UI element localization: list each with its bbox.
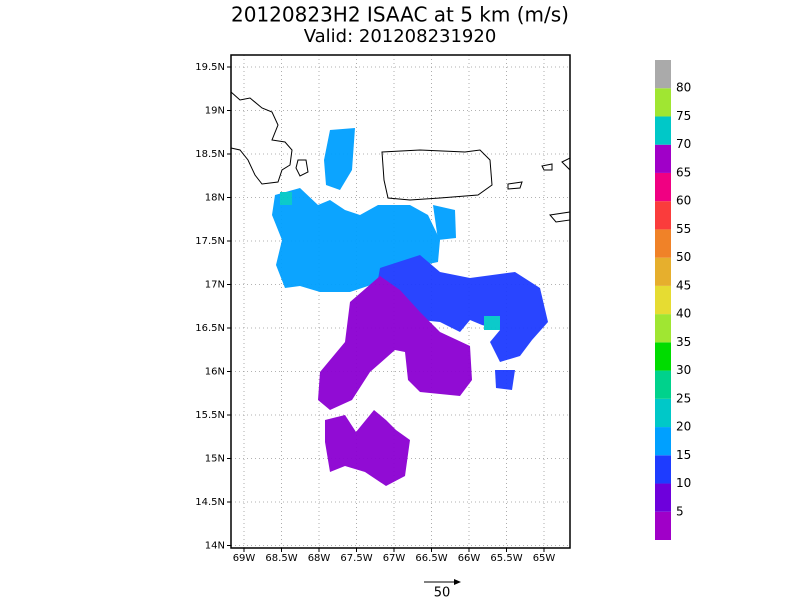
wind-region (318, 276, 472, 410)
coastline (230, 91, 293, 185)
colorbar-swatch (655, 144, 671, 173)
lat-tick-label: 18.5N (195, 149, 225, 160)
wind-region (325, 410, 410, 486)
wind-region (280, 192, 292, 205)
colorbar-swatch (655, 116, 671, 145)
colorbar-label: 80 (676, 81, 691, 95)
colorbar-swatch (655, 511, 671, 540)
wind-field (272, 128, 548, 486)
colorbar-label: 55 (676, 222, 691, 236)
colorbar-label: 50 (676, 250, 691, 264)
lon-tick-label: 67.5W (340, 553, 372, 564)
colorbar-label: 10 (676, 476, 691, 490)
colorbar-swatch (655, 342, 671, 371)
colorbar: 5 10 15 20 25 30 35 40 45 50 55 60 65 70 75 80 (655, 60, 691, 540)
lat-tick-label: 16.5N (195, 323, 225, 334)
lon-tick-label: 69W (233, 553, 256, 564)
colorbar-swatch (655, 60, 671, 89)
lat-tick-label: 14N (205, 541, 225, 552)
lat-tick-label: 19N (205, 106, 225, 117)
lat-tick-label: 14.5N (195, 497, 225, 508)
wind-region (433, 205, 456, 240)
reference-vector-label: 50 (434, 586, 451, 600)
lat-tick-label: 17.5N (195, 236, 225, 247)
wind-region (484, 316, 500, 330)
lat-tick-label: 15N (205, 454, 225, 465)
coastline (507, 157, 571, 223)
coastline (295, 159, 309, 177)
lat-tick-label: 19.5N (195, 62, 225, 73)
lat-tick-label: 15.5N (195, 410, 225, 421)
colorbar-swatch (655, 483, 671, 512)
colorbar-swatch (655, 88, 671, 117)
colorbar-label: 40 (676, 307, 691, 321)
lon-tick-label: 68.5W (265, 553, 297, 564)
wind-region (375, 255, 548, 362)
colorbar-label: 30 (676, 363, 691, 377)
colorbar-swatch (655, 257, 671, 286)
colorbar-label: 5 (676, 504, 684, 518)
colorbar-swatch (655, 427, 671, 456)
colorbar-label: 35 (676, 335, 691, 349)
colorbar-label: 20 (676, 420, 691, 434)
coastline (381, 149, 493, 201)
colorbar-swatch (655, 229, 671, 258)
lon-tick-label: 68W (308, 553, 331, 564)
colorbar-swatch (655, 314, 671, 343)
coastlines (230, 91, 571, 223)
colorbar-swatch (655, 398, 671, 428)
reference-arrowhead (454, 579, 461, 585)
wind-region (324, 128, 355, 190)
colorbar-label: 60 (676, 194, 691, 208)
lat-tick-label: 18N (205, 193, 225, 204)
colorbar-label: 45 (676, 278, 691, 292)
wind-region (495, 370, 515, 390)
colorbar-label: 70 (676, 137, 691, 151)
lon-tick-label: 67W (383, 553, 406, 564)
title: 20120823H2 ISAAC at 5 km (m/s) (231, 3, 569, 27)
lon-tick-label: 66W (458, 553, 481, 564)
colorbar-label: 65 (676, 165, 691, 179)
colorbar-label: 75 (676, 109, 691, 123)
lon-tick-label: 65W (533, 553, 556, 564)
colorbar-swatch (655, 455, 671, 484)
colorbar-swatch (655, 285, 671, 315)
lat-tick-label: 17N (205, 280, 225, 291)
colorbar-swatch (655, 370, 671, 399)
colorbar-swatch (655, 172, 671, 202)
colorbar-label: 25 (676, 391, 691, 405)
colorbar-swatch (655, 201, 671, 230)
colorbar-label: 15 (676, 448, 691, 462)
map-frame (230, 54, 571, 549)
lat-tick-label: 16N (205, 367, 225, 378)
lon-tick-label: 66.5W (415, 553, 447, 564)
subtitle: Valid: 201208231920 (304, 26, 497, 47)
lon-tick-label: 65.5W (490, 553, 522, 564)
